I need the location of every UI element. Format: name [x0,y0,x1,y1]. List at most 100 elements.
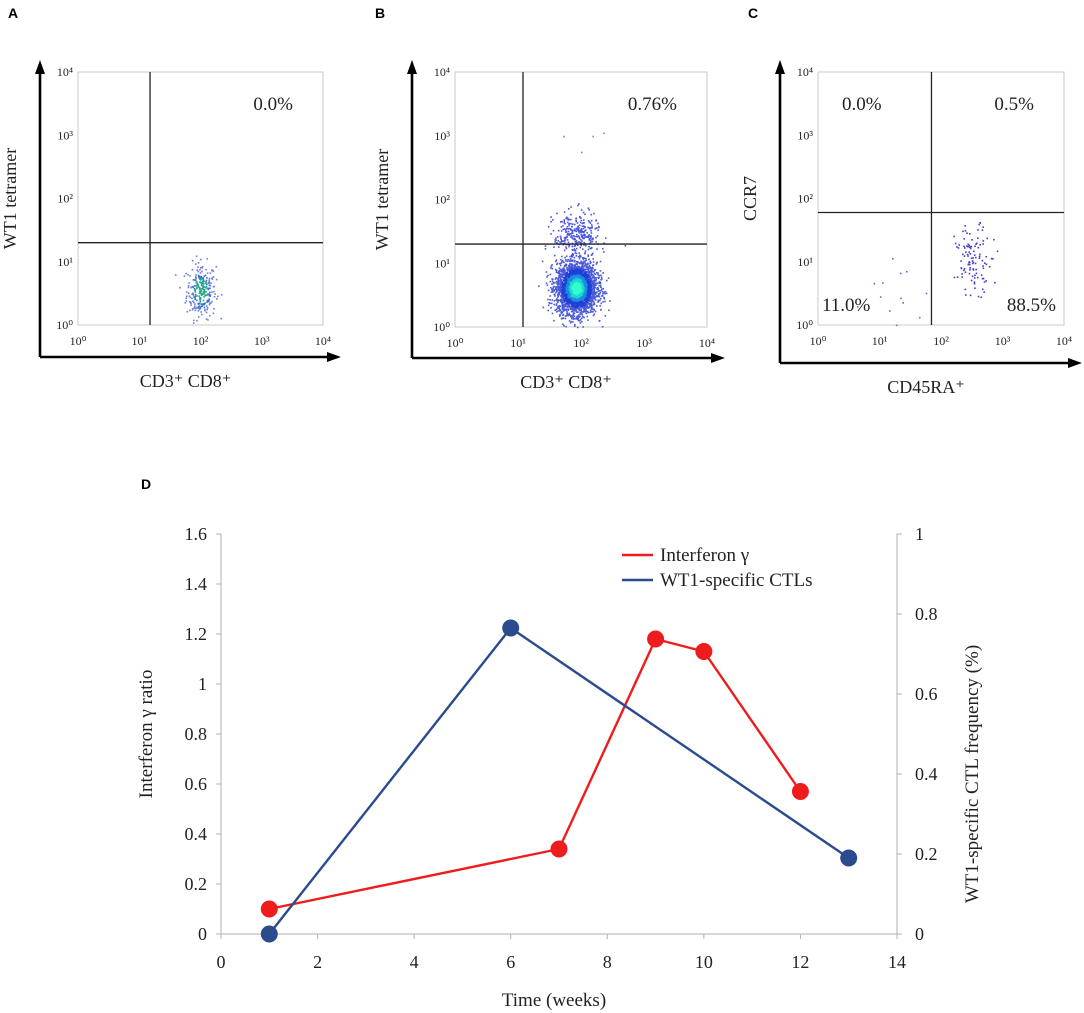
event-dot [578,284,580,286]
event-dot [573,309,576,311]
event-dot [566,288,569,291]
event-dot [577,272,580,275]
event-dot [578,274,581,276]
event-dot [566,266,568,269]
event-dot [604,292,606,295]
event-dot [578,268,581,271]
event-dot [580,255,582,258]
event-dot [184,301,187,304]
event-dot [201,266,204,268]
event-dot [563,261,565,264]
event-dot [568,245,570,248]
event-dot [584,252,586,254]
event-dot [982,240,985,242]
event-dot [561,301,564,303]
event-dot [185,297,187,300]
event-dot [582,301,584,304]
event-dot [581,304,584,306]
event-dot [199,290,201,293]
event-dot [583,308,586,311]
event-dot [573,238,575,241]
event-dot [551,283,553,286]
event-dot [565,308,568,311]
event-dot [599,282,602,285]
event-dot [545,282,548,285]
event-dot [588,306,590,309]
y-tick-label: 10² [434,193,450,207]
event-dot [589,277,592,280]
event-dot [590,310,593,313]
event-dot [564,295,566,298]
event-dot [547,289,550,292]
event-dot [591,271,593,274]
event-dot [584,295,587,297]
event-dot [576,308,578,310]
event-dot [573,299,576,302]
event-dot [201,277,203,280]
event-dot [570,272,573,274]
event-dot [555,299,558,301]
event-dot [560,278,562,281]
y-axis-label: WT1 tetramer [0,148,20,249]
event-dot [575,285,577,288]
event-dot [174,274,177,276]
event-dot [585,310,588,313]
event-dot [968,263,971,266]
event-dot [559,235,562,238]
event-dot [567,230,570,233]
event-dot [579,269,582,272]
event-dot [583,274,585,276]
event-dot [587,272,590,275]
event-dot [559,298,562,301]
event-dot [564,278,567,281]
event-dot [574,286,577,289]
event-dot [595,241,597,243]
event-dot [571,285,573,288]
event-dot [582,291,584,294]
event-dot [202,288,204,291]
event-dot [899,272,902,275]
event-dot [196,283,199,285]
event-dot [562,268,564,271]
event-dot [555,304,558,306]
event-dot [574,271,576,273]
event-dot [600,288,603,291]
event-dot [591,308,594,311]
event-dot [587,254,590,256]
event-dot [577,272,579,274]
event-dot [569,258,572,260]
event-dot [592,276,594,279]
event-dot [569,260,571,263]
event-dot [558,291,561,294]
event-dot [583,308,586,310]
event-dot [566,286,569,289]
event-dot [587,302,590,304]
event-dot [586,274,588,276]
event-dot [559,314,562,316]
event-dot [597,225,600,228]
event-dot [569,301,572,304]
event-dot [978,255,981,258]
event-dot [561,299,564,301]
event-dot [982,265,984,267]
event-dot [591,297,594,300]
event-dot [561,302,563,305]
event-dot [961,276,963,278]
event-dot [213,290,215,293]
event-dot [199,298,202,300]
event-dot [592,314,595,317]
event-dot [195,263,197,265]
event-dot [552,287,554,290]
event-dot [580,306,582,309]
event-dot [569,264,571,267]
event-dot [198,308,201,311]
event-dot [575,293,578,296]
event-dot [556,306,559,308]
event-dot [584,264,587,266]
event-dot [568,320,571,322]
y-tick-label: 10² [57,192,73,206]
event-dot [198,302,201,305]
event-dot [558,293,561,296]
event-dot [570,276,573,279]
event-dot [557,293,560,295]
